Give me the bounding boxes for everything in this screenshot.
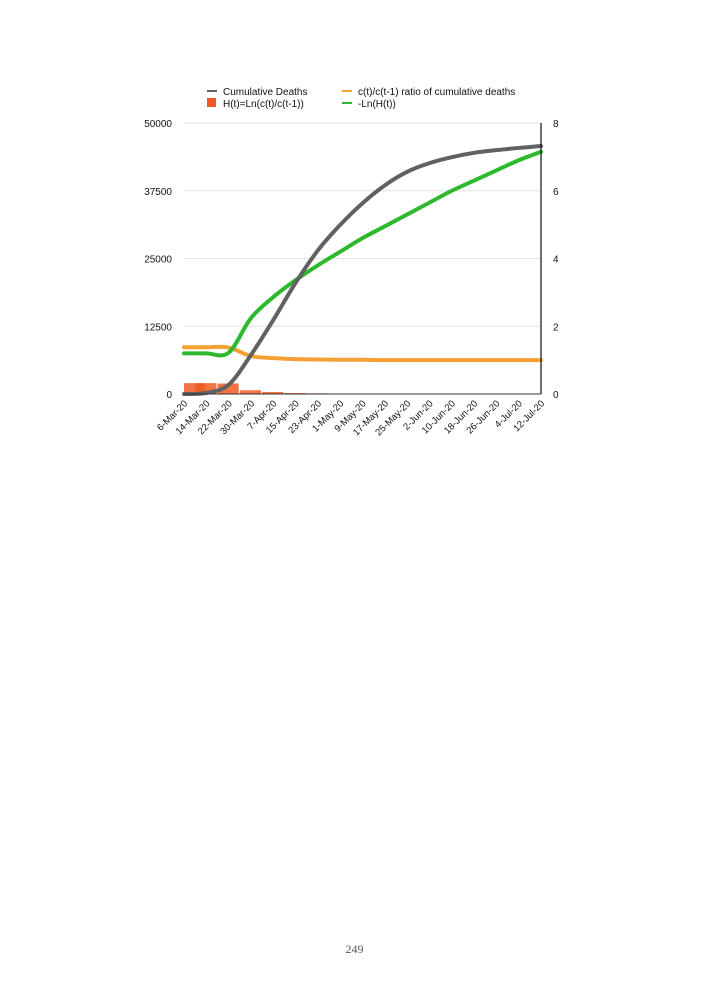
left-tick-label: 12500 [144,322,172,333]
right-tick-label: 0 [553,390,559,401]
h-bar [284,392,306,394]
h-bar [195,383,217,394]
series-line-1 [182,344,543,363]
legend-label: c(t)/c(t-1) ratio of cumulative deaths [358,87,515,98]
left-tick-label: 25000 [144,255,172,266]
page-number: 249 [345,942,364,956]
legend-label: Cumulative Deaths [223,87,307,98]
series-line-3 [182,149,543,358]
left-tick-label: 37500 [144,187,172,198]
h-bar [239,390,261,394]
legend-label: H(t)=Ln(c(t)/c(t-1)) [223,99,304,110]
h-bar [262,391,284,394]
legend-label: -Ln(H(t)) [358,99,396,110]
legend-swatch [207,98,216,107]
left-tick-label: 0 [166,390,172,401]
h-bar [217,383,239,394]
right-tick-label: 4 [553,255,559,266]
right-tick-label: 8 [553,119,559,130]
series-line-0 [182,144,543,396]
h-bar [184,383,206,394]
right-tick-label: 2 [553,322,559,333]
left-tick-label: 50000 [144,119,172,130]
right-tick-label: 6 [553,187,559,198]
chart: 012500250003750050000024686-Mar-2014-Mar… [144,87,559,438]
